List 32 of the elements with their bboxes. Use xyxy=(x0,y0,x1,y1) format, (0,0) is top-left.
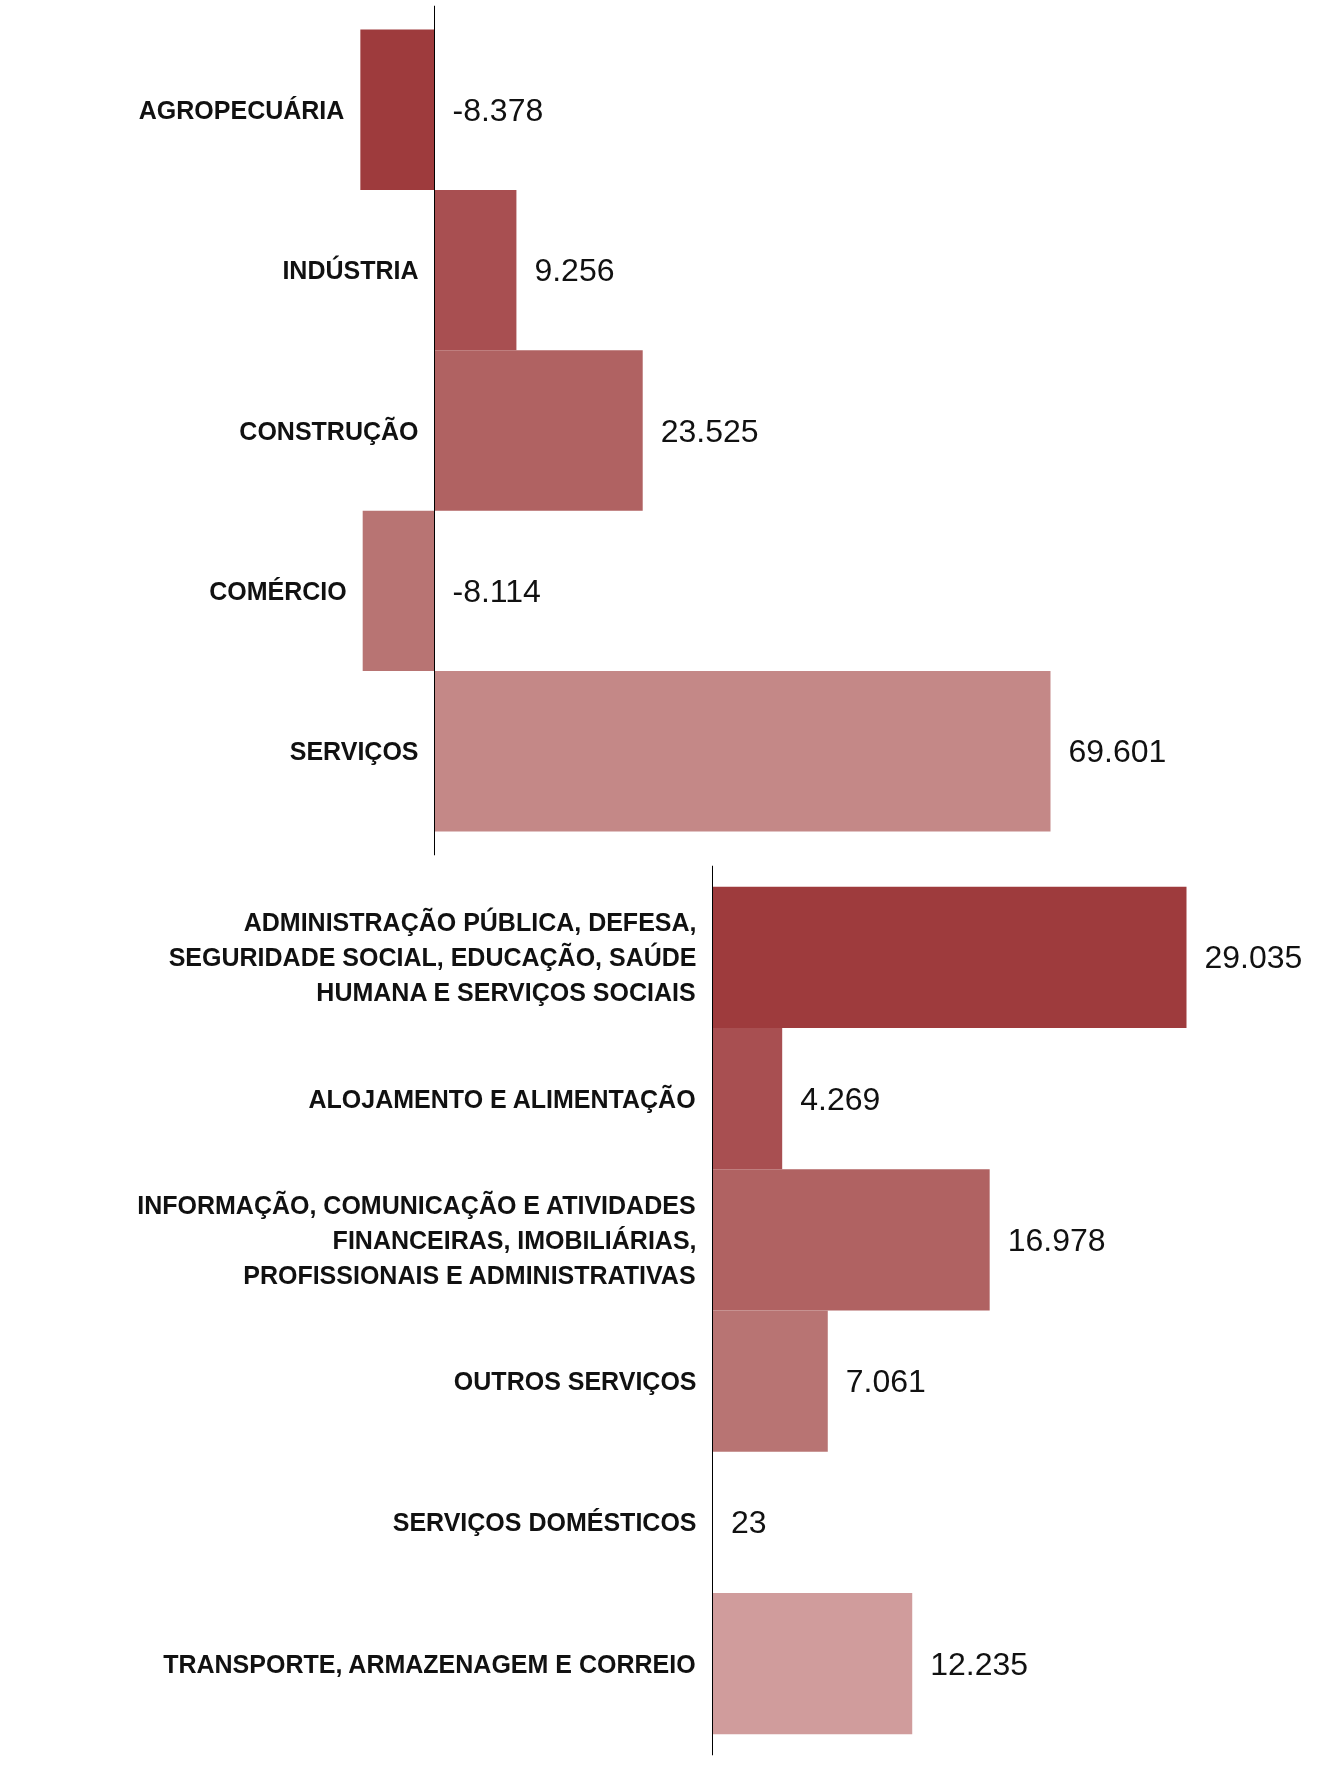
data-label: 23.525 xyxy=(660,412,759,449)
y-tick-label: INDÚSTRIA xyxy=(282,255,419,285)
data-label: 9.256 xyxy=(534,252,615,289)
bar xyxy=(712,1593,913,1735)
bar xyxy=(712,886,1187,1028)
y-tick-label: OUTROS SERVIÇOS xyxy=(453,1367,697,1396)
data-label: 16.978 xyxy=(1007,1221,1106,1258)
y-tick-label: TRANSPORTE, ARMAZENAGEM E CORREIO xyxy=(163,1649,696,1678)
y-tick-label: SERVIÇOS DOMÉSTICOS xyxy=(392,1508,697,1537)
data-label: 7.061 xyxy=(845,1363,926,1400)
data-label: 23 xyxy=(730,1504,767,1541)
bar xyxy=(712,1027,783,1170)
y-tick-label: COMÉRCIO xyxy=(209,576,347,605)
y-tick-label: AGROPECUÁRIA xyxy=(138,95,345,124)
bar xyxy=(360,29,435,190)
bar xyxy=(434,189,517,351)
data-label: 12.235 xyxy=(930,1645,1029,1682)
data-label: 69.601 xyxy=(1068,733,1167,770)
bar xyxy=(712,1169,990,1311)
data-label: -8.378 xyxy=(452,91,544,128)
y-tick-label: INFORMAÇÃO, COMUNICAÇÃO E ATIVIDADES FINANCEIRAS, IMOBILIÁRIAS, PROFISSIONAIS E ADMINISTRATIVAS xyxy=(137,1189,697,1289)
bar xyxy=(712,1310,828,1452)
data-label: 4.269 xyxy=(800,1080,881,1117)
data-label: -8.114 xyxy=(452,572,541,609)
y-tick-label: ADMINISTRAÇÃO PÚBLICA, DEFESA, SEGURIDADE SOCIAL, EDUCAÇÃO, SAÚDE HUMANA E SERVIÇOS SOCIAIS xyxy=(168,907,697,1007)
bar xyxy=(362,510,435,672)
data-label: 29.035 xyxy=(1204,939,1303,976)
bar xyxy=(434,671,1051,832)
y-tick-label: ALOJAMENTO E ALIMENTAÇÃO xyxy=(308,1083,696,1113)
y-tick-label: SERVIÇOS xyxy=(289,737,419,766)
y-tick-label: CONSTRUÇÃO xyxy=(239,415,419,445)
bar xyxy=(434,350,643,511)
